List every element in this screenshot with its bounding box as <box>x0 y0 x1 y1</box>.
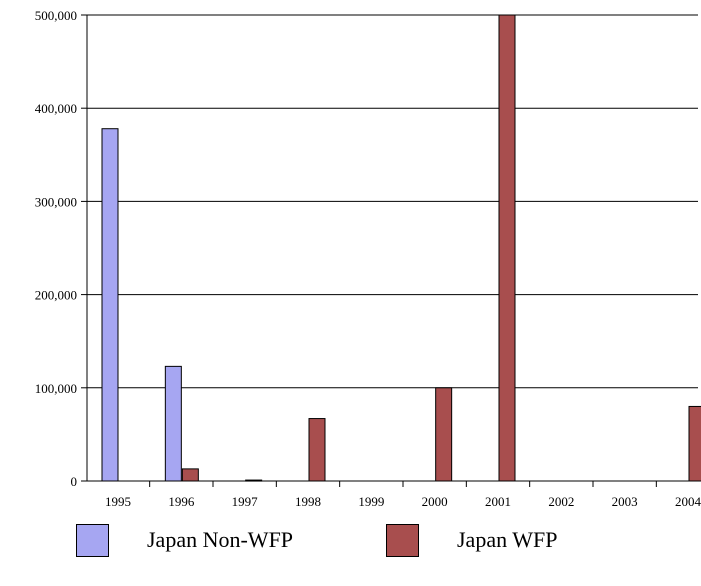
chart-legend: Japan Non-WFP Japan WFP <box>0 522 701 562</box>
y-tick-label: 0 <box>71 474 78 489</box>
bar-japan-wfp-2001 <box>498 14 516 482</box>
legend-label: Japan WFP <box>457 527 558 552</box>
legend-swatch-japan-non-wfp <box>76 523 109 557</box>
bar-japan-wfp-1996 <box>181 468 199 482</box>
bar-chart: 0 100,000 200,000 300,000 400,000 500,00… <box>35 8 701 509</box>
x-tick-label: 1995 <box>105 494 131 509</box>
y-tick-label: 400,000 <box>35 101 77 116</box>
x-tick-label: 2004 <box>675 494 701 509</box>
x-tick-label: 1996 <box>168 494 195 509</box>
legend-item-japan-non-wfp: Japan Non-WFP <box>76 522 293 558</box>
bar-japan-wfp-1998 <box>308 418 326 482</box>
legend-swatch-japan-wfp <box>386 523 419 557</box>
legend-label: Japan Non-WFP <box>147 527 294 552</box>
x-tick-label: 1998 <box>295 494 321 509</box>
x-tick-label: 2001 <box>485 494 511 509</box>
bars <box>101 14 701 482</box>
bar-japan-wfp-2000 <box>435 387 453 482</box>
y-tick-label: 200,000 <box>35 288 77 303</box>
x-tick-label: 2000 <box>422 494 448 509</box>
y-gridlines <box>87 14 698 389</box>
legend-item-japan-wfp: Japan WFP <box>386 522 557 558</box>
y-tick-label: 300,000 <box>35 194 77 209</box>
y-axis-ticks: 0 100,000 200,000 300,000 400,000 500,00… <box>35 8 87 489</box>
bar-japan-non-wfp-1995 <box>101 128 119 482</box>
bar-japan-wfp-2004 <box>688 405 701 482</box>
y-tick-label: 500,000 <box>35 8 77 23</box>
x-tick-label: 1997 <box>232 494 259 509</box>
bar-japan-non-wfp-1996 <box>164 365 182 482</box>
x-tick-label: 2003 <box>612 494 638 509</box>
x-axis-ticks: 1995 1996 1997 1998 1999 2000 2001 2002 … <box>105 481 701 509</box>
x-tick-label: 1999 <box>358 494 384 509</box>
y-tick-label: 100,000 <box>35 381 77 396</box>
x-tick-label: 2002 <box>548 494 574 509</box>
